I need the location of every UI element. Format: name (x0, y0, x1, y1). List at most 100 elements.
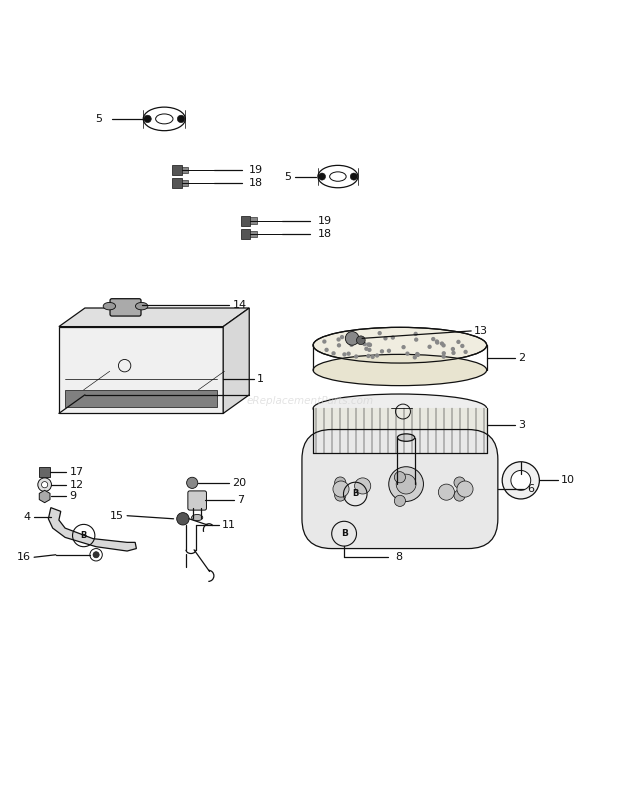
Text: 11: 11 (222, 520, 236, 530)
Text: 3: 3 (518, 419, 525, 430)
Circle shape (332, 351, 336, 355)
Text: 4: 4 (24, 512, 31, 522)
Text: 12: 12 (69, 480, 84, 490)
Polygon shape (59, 326, 223, 413)
Circle shape (511, 471, 531, 490)
Bar (65, 390, 217, 407)
Circle shape (38, 478, 51, 492)
Circle shape (383, 336, 388, 341)
Text: 10: 10 (561, 476, 575, 485)
Circle shape (354, 354, 358, 358)
Circle shape (93, 552, 99, 558)
Circle shape (454, 477, 465, 488)
Circle shape (367, 348, 371, 352)
Circle shape (363, 342, 367, 346)
Circle shape (394, 472, 405, 483)
Text: 9: 9 (69, 492, 76, 501)
Bar (39, 468, 50, 477)
Circle shape (335, 477, 346, 488)
Circle shape (359, 338, 363, 343)
Text: 1: 1 (257, 374, 264, 383)
Circle shape (431, 337, 435, 341)
Circle shape (405, 351, 410, 356)
Text: 18: 18 (317, 229, 332, 239)
Text: 2: 2 (518, 353, 525, 363)
Circle shape (333, 481, 349, 497)
Ellipse shape (135, 302, 148, 310)
Circle shape (413, 355, 417, 359)
Circle shape (451, 350, 456, 355)
Circle shape (375, 354, 379, 358)
Text: 20: 20 (232, 478, 247, 488)
Circle shape (319, 173, 326, 180)
Circle shape (355, 478, 371, 494)
Text: 5: 5 (285, 172, 291, 181)
Text: 14: 14 (232, 300, 247, 310)
Ellipse shape (103, 302, 115, 310)
Polygon shape (39, 490, 50, 503)
Circle shape (396, 474, 416, 494)
FancyBboxPatch shape (182, 180, 188, 187)
FancyBboxPatch shape (172, 178, 182, 188)
FancyBboxPatch shape (241, 229, 250, 239)
Circle shape (349, 342, 353, 347)
Polygon shape (59, 308, 249, 326)
Circle shape (451, 347, 455, 351)
Circle shape (457, 481, 473, 497)
Circle shape (438, 484, 454, 500)
Text: 19: 19 (317, 216, 332, 225)
Circle shape (401, 345, 405, 350)
Circle shape (435, 339, 439, 344)
FancyBboxPatch shape (172, 164, 182, 175)
Circle shape (342, 352, 347, 357)
Circle shape (441, 351, 446, 355)
Circle shape (391, 335, 395, 340)
Text: 8: 8 (395, 553, 402, 562)
Circle shape (337, 343, 341, 347)
FancyBboxPatch shape (188, 491, 206, 510)
Ellipse shape (313, 439, 487, 468)
Circle shape (337, 338, 341, 342)
Circle shape (415, 352, 419, 356)
Text: 5: 5 (95, 114, 102, 124)
Text: 6: 6 (527, 484, 534, 494)
Circle shape (380, 349, 384, 354)
Text: 13: 13 (474, 326, 489, 336)
Ellipse shape (313, 394, 487, 423)
Circle shape (368, 342, 372, 347)
Polygon shape (48, 508, 136, 551)
Circle shape (356, 336, 365, 345)
Circle shape (440, 342, 444, 346)
Circle shape (371, 354, 375, 359)
Text: 16: 16 (17, 553, 31, 562)
Circle shape (387, 349, 391, 353)
Circle shape (335, 490, 346, 501)
FancyBboxPatch shape (250, 231, 257, 237)
Circle shape (378, 331, 382, 335)
Text: 18: 18 (249, 178, 264, 188)
Circle shape (187, 477, 198, 488)
Circle shape (324, 348, 329, 352)
Circle shape (441, 354, 446, 358)
FancyBboxPatch shape (241, 216, 250, 225)
Circle shape (177, 512, 189, 525)
Text: 15: 15 (110, 511, 124, 520)
Ellipse shape (397, 434, 415, 441)
Ellipse shape (313, 354, 487, 386)
Ellipse shape (313, 327, 487, 363)
Circle shape (435, 340, 440, 345)
Circle shape (394, 496, 405, 506)
Circle shape (364, 346, 368, 351)
Circle shape (456, 340, 461, 344)
Circle shape (502, 462, 539, 499)
Text: B: B (352, 489, 358, 499)
Circle shape (463, 350, 467, 354)
FancyBboxPatch shape (302, 430, 498, 549)
Text: B: B (340, 529, 348, 538)
Text: 7: 7 (237, 495, 244, 505)
Circle shape (366, 342, 371, 346)
FancyBboxPatch shape (110, 298, 141, 316)
Circle shape (389, 467, 423, 501)
Circle shape (414, 332, 418, 336)
Circle shape (345, 331, 359, 345)
